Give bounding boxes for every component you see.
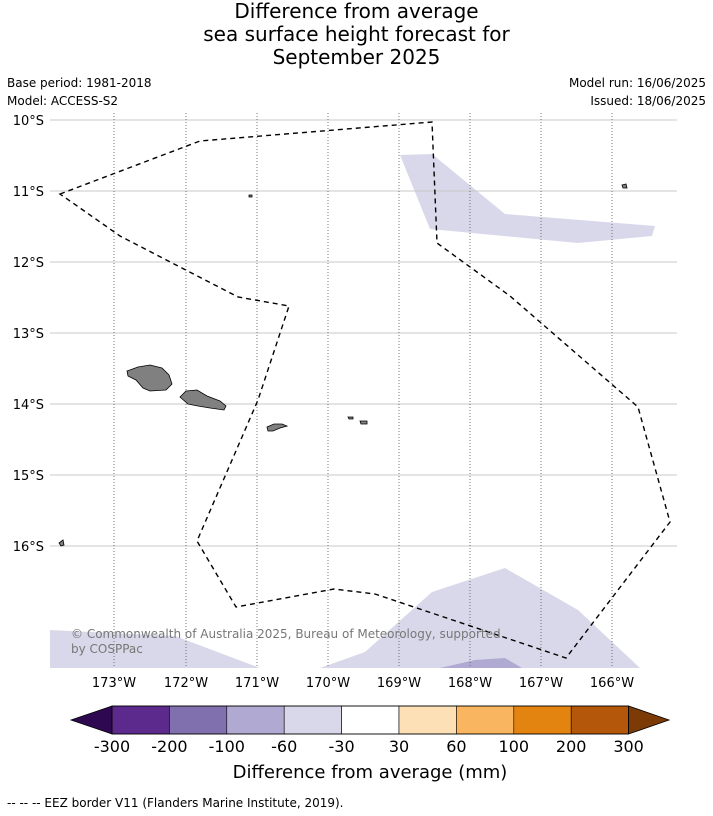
lon-label-173w: 173°W xyxy=(92,676,136,691)
colorbar-tick-60: 60 xyxy=(446,737,466,756)
meta-left: Base period: 1981-2018 Model: ACCESS-S2 xyxy=(7,74,152,110)
colorbar-segment-9 xyxy=(570,705,629,735)
lon-label-170w: 170°W xyxy=(306,676,350,691)
colorbar-tick-300: 300 xyxy=(613,737,644,756)
island-ofu xyxy=(347,416,354,420)
lat-label-15s: 15°S xyxy=(13,469,44,484)
colorbar-segment-7 xyxy=(456,705,515,735)
colorbar-segment-1 xyxy=(111,705,170,735)
anomaly-region-south xyxy=(320,568,640,668)
longitude-gridlines xyxy=(113,113,613,668)
lat-label-12s: 12°S xyxy=(13,256,44,271)
anomaly-shading xyxy=(50,154,655,668)
colorbar-label: Difference from average (mm) xyxy=(233,762,508,783)
anomaly-region-south-dark xyxy=(440,658,522,668)
colorbar-segment-8 xyxy=(513,705,572,735)
colorbar-tick--100: -100 xyxy=(209,737,245,756)
eez-border-western xyxy=(58,121,671,659)
colorbar-segment-3 xyxy=(226,705,285,735)
colorbar-segment-6 xyxy=(398,705,457,735)
colorbar-tick--300: -300 xyxy=(94,737,130,756)
lon-label-168w: 168°W xyxy=(448,676,492,691)
lat-label-10s: 10°S xyxy=(13,114,44,129)
island-rose xyxy=(248,194,253,198)
colorbar-outline xyxy=(111,705,629,735)
colorbar xyxy=(69,705,671,735)
colorbar-high-extension xyxy=(628,705,671,735)
island-west xyxy=(58,539,65,547)
lat-label-11s: 11°S xyxy=(13,185,44,200)
colorbar-tick--60: -60 xyxy=(271,737,297,756)
colorbar-segment-5 xyxy=(341,705,400,735)
colorbar-segment-4 xyxy=(283,705,342,735)
eez-border xyxy=(58,121,671,659)
title-line-1: Difference from average xyxy=(234,0,479,23)
island-tutuila xyxy=(266,423,289,432)
island-upolu xyxy=(179,389,227,411)
anomaly-region-southwest xyxy=(50,630,260,668)
colorbar-tick--200: -200 xyxy=(151,737,187,756)
base-period: Base period: 1981-2018 xyxy=(7,76,152,90)
eez-legend-text: -- -- -- EEZ border V11 (Flanders Marine… xyxy=(7,796,344,810)
lon-label-166w: 166°W xyxy=(590,676,634,691)
lon-label-167w: 167°W xyxy=(519,676,563,691)
issued-date: Issued: 18/06/2025 xyxy=(590,94,706,108)
island-tau xyxy=(359,420,368,425)
lon-label-169w: 169°W xyxy=(377,676,421,691)
title-line-3: September 2025 xyxy=(272,45,441,69)
latitude-gridlines xyxy=(50,119,677,547)
colorbar-tick-200: 200 xyxy=(556,737,587,756)
land-masses xyxy=(58,183,628,547)
island-savaii xyxy=(126,364,173,392)
lat-label-13s: 13°S xyxy=(13,327,44,342)
colorbar-tick-100: 100 xyxy=(499,737,530,756)
title-line-2: sea surface height forecast for xyxy=(203,22,510,46)
island-swains xyxy=(621,183,628,189)
meta-right: Model run: 16/06/2025 Issued: 18/06/2025 xyxy=(569,74,706,110)
copyright-line-1: © Commonwealth of Australia 2025, Bureau… xyxy=(71,627,501,641)
map-title: Difference from average sea surface heig… xyxy=(0,0,713,69)
colorbar-low-extension xyxy=(69,705,113,735)
lat-label-14s: 14°S xyxy=(13,398,44,413)
lon-label-172w: 172°W xyxy=(164,676,208,691)
colorbar-tick--30: -30 xyxy=(329,737,355,756)
anomaly-region-north xyxy=(400,154,655,243)
copyright-line-2: by COSPPac xyxy=(71,642,143,656)
colorbar-segment-2 xyxy=(169,705,228,735)
model-run: Model run: 16/06/2025 xyxy=(568,76,706,90)
lon-label-171w: 171°W xyxy=(235,676,279,691)
model-name: Model: ACCESS-S2 xyxy=(7,94,119,108)
lat-label-16s: 16°S xyxy=(13,540,44,555)
colorbar-tick-30: 30 xyxy=(389,737,409,756)
